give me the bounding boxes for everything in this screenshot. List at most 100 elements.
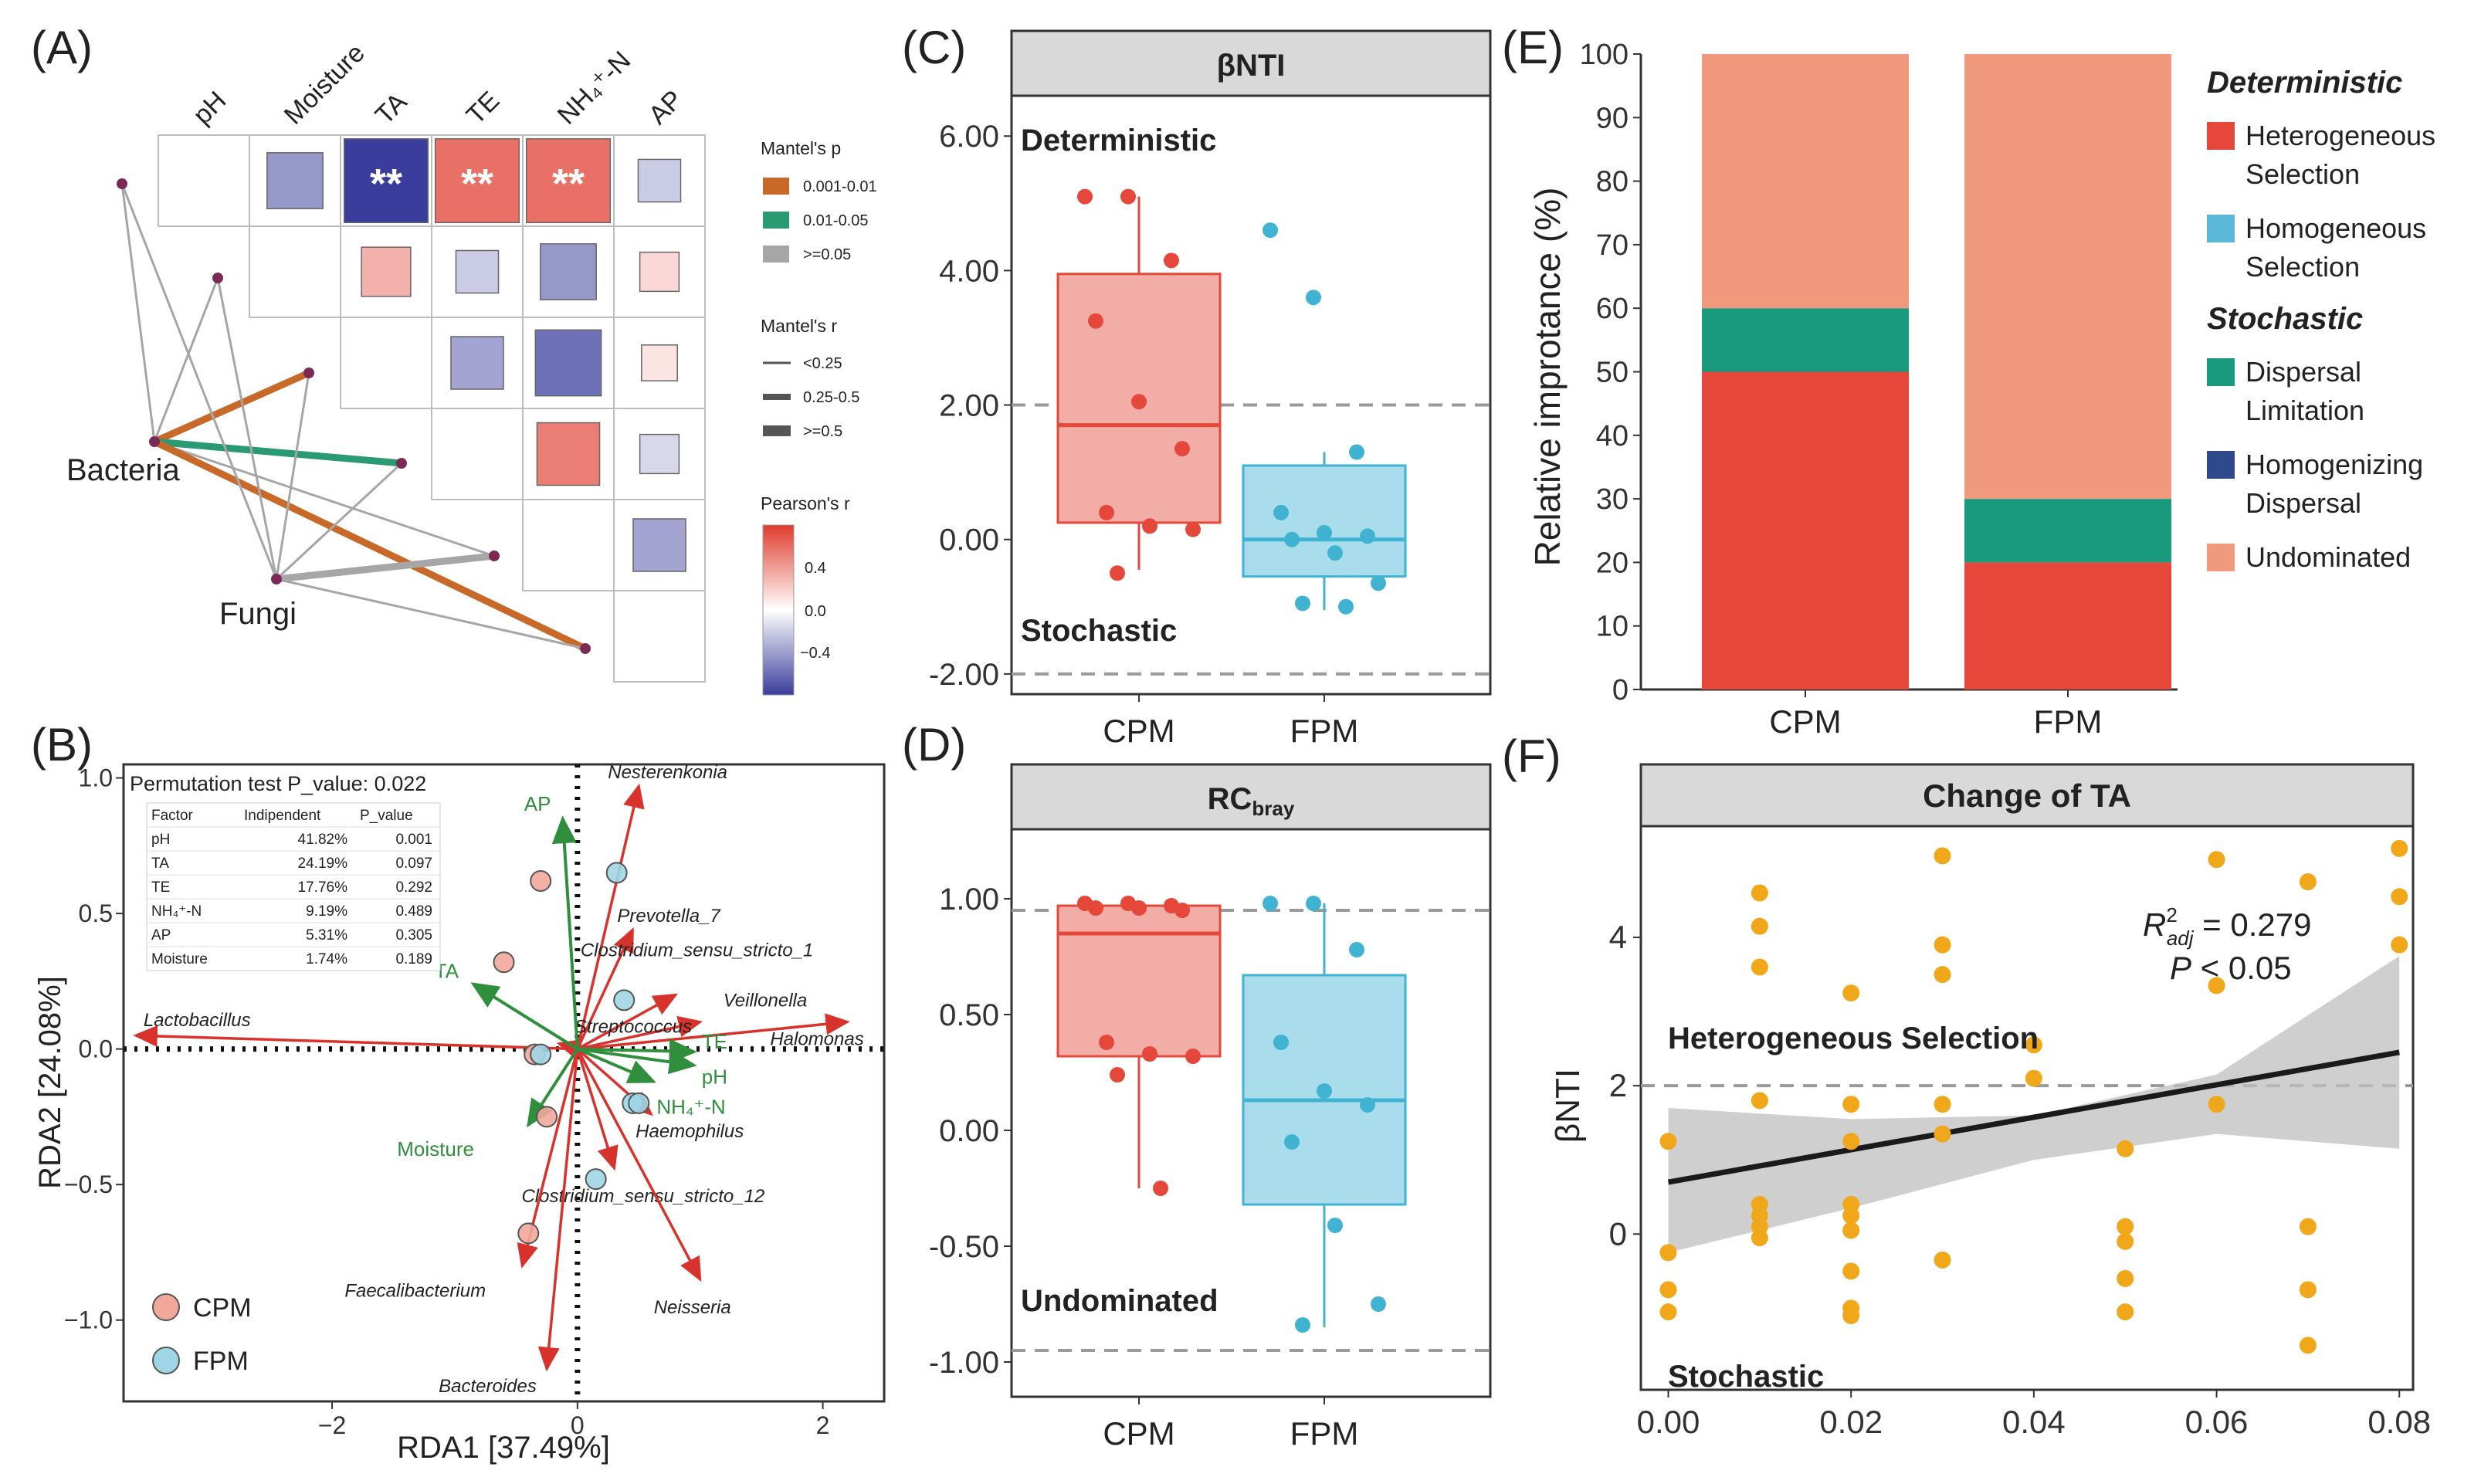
correlation-square <box>639 251 680 293</box>
rda-y-label: RDA2 [24.08%] <box>33 976 67 1189</box>
variable-node <box>117 178 127 189</box>
regression-point <box>2117 1140 2134 1157</box>
env-arrow <box>551 815 579 1049</box>
rcbray-point <box>1317 1083 1332 1099</box>
heterogeneous-selection-annotation: Heterogeneous Selection <box>1668 1022 2039 1055</box>
mantel-r-label: 0.25-0.5 <box>803 389 859 406</box>
taxa-arrow <box>576 927 634 1050</box>
rcbray-point <box>1153 1181 1168 1196</box>
correlation-square <box>525 137 612 224</box>
legend-swatch <box>2207 358 2235 386</box>
taxa-arrow <box>576 783 645 1050</box>
correlation-square <box>540 243 597 300</box>
legend-fpm-label: FPM <box>193 1347 249 1376</box>
legend-label: Dispersal <box>2245 487 2361 519</box>
fungi-node <box>271 574 282 584</box>
correlation-square <box>632 518 686 572</box>
correlation-square <box>534 329 602 397</box>
fpm-point <box>530 1043 552 1066</box>
fpm-point <box>585 1168 607 1191</box>
taxa-arrow <box>577 1013 850 1051</box>
bar-y-tick-label: 50 <box>1596 357 1629 389</box>
regression-plot-frame <box>1639 825 2415 1391</box>
factor-table-cell: 9.19% <box>306 903 347 920</box>
factor-table-cell: 5.31% <box>306 927 347 944</box>
regression-point <box>2299 873 2317 891</box>
correlation-square <box>361 246 412 297</box>
rcbray-plot-frame <box>1010 828 1492 1398</box>
correlation-square <box>536 422 601 486</box>
taxa-arrow-label: Halomonas <box>770 1029 863 1050</box>
factor-table-cell: Moisture <box>151 951 208 967</box>
taxa-arrow-label: Nesterenkonia <box>608 762 727 783</box>
panel-label-b: (B) <box>31 719 93 771</box>
factor-table-cell: 0.489 <box>395 903 432 920</box>
mantel-p-label: 0.01-0.05 <box>803 212 869 229</box>
taxa-arrow-label: Clostridium_sensu_stricto_1 <box>581 940 813 961</box>
taxa-arrow-label: Prevotella_7 <box>617 906 721 927</box>
regression-point <box>2025 1036 2042 1054</box>
bnti-point <box>1317 525 1332 541</box>
correlation-square <box>434 137 520 224</box>
rcbray-point <box>1371 1296 1386 1312</box>
rda-title: Permutation test P_value: 0.022 <box>130 772 426 795</box>
bnti-point <box>1349 444 1364 460</box>
rcbray-strip <box>1010 763 1492 831</box>
bnti-point <box>1338 598 1354 615</box>
bnti-strip <box>1010 29 1492 97</box>
env-arrow-label: AP <box>524 792 551 815</box>
rda-y-tick-label: 1.0 <box>79 764 113 792</box>
bnti-point <box>1306 290 1321 306</box>
relative-importance-y-label: Relative improtance (%) <box>1527 188 1568 567</box>
panel-label-c: (C) <box>902 22 966 73</box>
variable-node <box>489 551 500 561</box>
factor-table-cell: TA <box>151 856 169 872</box>
rcbray-y-tick-label: 0.50 <box>939 998 999 1032</box>
cpm-point <box>536 1106 558 1128</box>
rda-x-tick-label: 0 <box>571 1411 585 1439</box>
rcbray-strip-title: RCbray <box>1208 782 1295 820</box>
rcbray-point <box>1088 900 1103 916</box>
mantel-link <box>275 462 403 581</box>
env-arrow-label: NH₄⁺-N <box>656 1096 725 1119</box>
taxa-arrow <box>576 993 678 1051</box>
bar-y-tick-label: 70 <box>1596 229 1629 262</box>
bar-y-tick-label: 100 <box>1580 39 1629 71</box>
regression-y-tick-label: 4 <box>1609 919 1627 955</box>
panel-e-stacked-bar: 0 10 20 30 40 50 60 70 80 90 100 CPM FPM Relative im… <box>1527 39 2435 740</box>
pearson-tick: −0.4 <box>800 645 830 662</box>
rcbray-y-tick-label: -1.00 <box>929 1346 999 1380</box>
bnti-point <box>1131 394 1147 410</box>
significance-mark: ** <box>552 161 585 207</box>
confidence-ribbon <box>1668 956 2400 1253</box>
rcbray-point <box>1185 1049 1201 1064</box>
regression-x-tick-label: 0.06 <box>2185 1404 2249 1440</box>
regression-point <box>2117 1303 2134 1321</box>
variable-node <box>580 643 591 654</box>
regression-point <box>1842 1262 1860 1280</box>
rda-legend: CPM FPM <box>152 1293 252 1376</box>
legend-swatch <box>2207 122 2235 150</box>
bnti-point <box>1327 545 1343 561</box>
factor-table-cell: 0.189 <box>395 951 432 967</box>
factor-table-cell: AP <box>151 927 171 944</box>
taxa-arrow <box>133 1025 578 1051</box>
regression-point <box>1842 1221 1860 1239</box>
bnti-strip-title: βNTI <box>1217 49 1286 83</box>
regression-point <box>1842 1207 1860 1225</box>
regression-point <box>1751 1229 1768 1247</box>
mantel-p-swatch <box>763 212 789 229</box>
mantel-link <box>275 371 310 581</box>
cpm-point <box>517 1222 540 1245</box>
correlation-square <box>641 344 678 381</box>
regression-point <box>1842 1096 1860 1113</box>
bar-y-tick-label: 0 <box>1612 674 1629 706</box>
regression-y-tick-label: 0 <box>1609 1215 1627 1252</box>
mantel-r-label: <0.25 <box>803 355 842 372</box>
factor-table-cell: pH <box>151 832 170 848</box>
rda-x-tick-label: −2 <box>318 1411 346 1439</box>
legend-label: Dispersal <box>2245 356 2361 388</box>
regression-x-tick-label: 0.04 <box>2002 1404 2066 1440</box>
panel-b-rda: −2 0 2 −1.0 −0.5 0.0 0.5 1.0 Nesterenkonia Prevo… <box>33 762 886 1465</box>
mantel-p-swatch <box>763 246 789 263</box>
